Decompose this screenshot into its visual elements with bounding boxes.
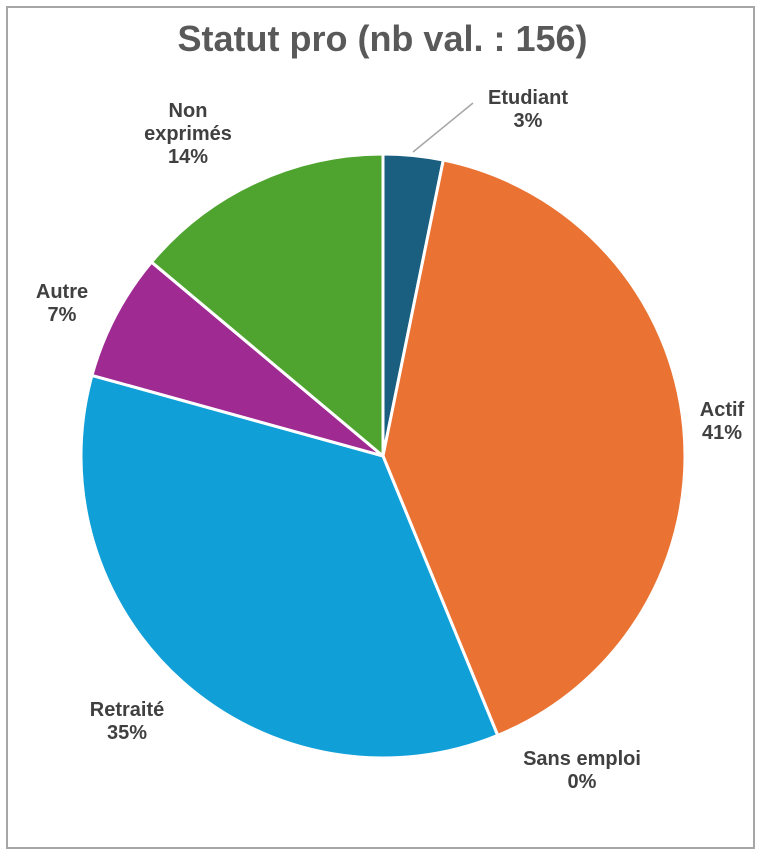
pie-slice-actif	[381, 158, 687, 737]
data-label-non-exprimes: Non exprimés 14%	[144, 100, 232, 168]
leader-line-etudiant	[412, 102, 474, 153]
chart-title: Statut pro (nb val. : 156)	[177, 18, 588, 59]
pie-slice-autre	[90, 260, 385, 458]
pie-slice-non-exprimes	[150, 152, 385, 458]
data-label-autre: Autre 7%	[36, 281, 88, 326]
data-label-sans-emploi: Sans emploi 0%	[523, 748, 641, 793]
data-label-retraite: Retraité 35%	[90, 699, 164, 744]
pie-slice-retraite	[79, 373, 500, 760]
data-label-etudiant: Etudiant 3%	[488, 87, 568, 132]
data-label-actif: Actif 41%	[700, 399, 745, 444]
